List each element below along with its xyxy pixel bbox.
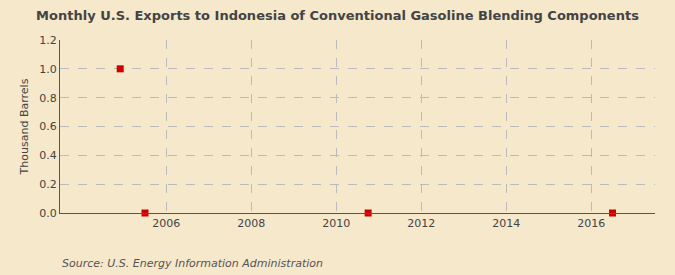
svg-text:0.2: 0.2 (39, 178, 57, 191)
svg-text:2008: 2008 (237, 217, 265, 230)
svg-text:2014: 2014 (492, 217, 520, 230)
svg-text:2016: 2016 (577, 217, 605, 230)
svg-text:1.2: 1.2 (39, 34, 57, 47)
svg-text:2006: 2006 (152, 217, 180, 230)
svg-text:Thousand Barrels: Thousand Barrels (18, 78, 31, 175)
svg-text:1.0: 1.0 (39, 63, 57, 76)
svg-text:0.4: 0.4 (39, 149, 57, 162)
svg-text:0.0: 0.0 (39, 207, 57, 220)
svg-text:Source: U.S. Energy Informatio: Source: U.S. Energy Information Administ… (62, 257, 323, 270)
svg-text:0.8: 0.8 (39, 92, 57, 105)
svg-text:Monthly U.S. Exports to Indone: Monthly U.S. Exports to Indonesia of Con… (36, 8, 639, 23)
svg-text:2010: 2010 (322, 217, 350, 230)
svg-text:0.6: 0.6 (39, 120, 57, 133)
svg-text:2012: 2012 (407, 217, 435, 230)
